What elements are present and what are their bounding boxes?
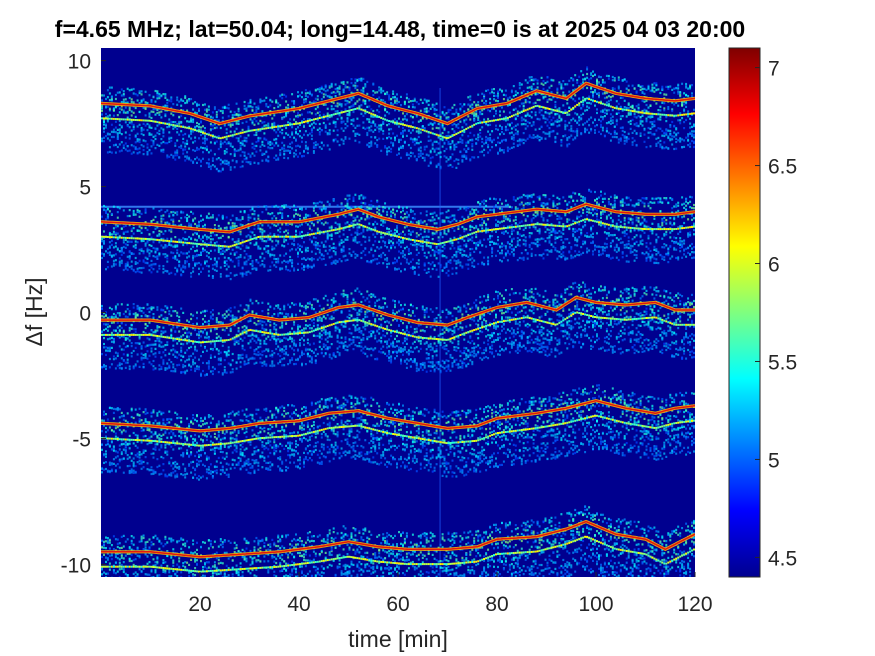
trace-ridge-core (101, 520, 695, 558)
y-tick-label: 10 (68, 51, 91, 74)
trace-ridge-core (101, 296, 695, 329)
x-tick-label: 20 (188, 593, 211, 616)
trace-ridge-core (101, 203, 695, 233)
trace-band (101, 66, 695, 173)
trace-ridge-core (101, 399, 695, 432)
y-tick-label: 5 (79, 177, 91, 200)
colorbar (728, 47, 761, 578)
colorbar-tick-label: 5.5 (768, 351, 797, 374)
trace-band (101, 188, 695, 281)
x-tick-label: 60 (386, 593, 409, 616)
colorbar-tick-label: 7 (768, 58, 780, 81)
y-tick-label: -10 (61, 554, 91, 577)
heatmap-layer (101, 66, 695, 577)
x-tick-label: 40 (287, 593, 310, 616)
colorbar-tick-label: 6 (768, 254, 780, 277)
y-tick-label: 0 (79, 303, 91, 326)
x-axis: 20 40 60 80 100 120 (188, 572, 713, 616)
colorbar-tick-label: 5 (768, 449, 780, 472)
trace-band (101, 384, 695, 481)
colorbar-ticks: 7 6.5 6 5.5 5 4.5 (755, 58, 797, 570)
trace-ridge-core (101, 82, 695, 125)
trace-band (101, 281, 695, 377)
x-tick-label: 80 (485, 593, 508, 616)
y-axis: 10 5 0 -5 -10 (61, 51, 106, 577)
x-tick-label: 120 (677, 593, 712, 616)
x-tick-label: 100 (578, 593, 613, 616)
y-tick-label: -5 (72, 428, 91, 451)
y-axis-label: Δf [Hz] (21, 277, 47, 346)
colorbar-tick-label: 4.5 (768, 547, 797, 570)
chart-title: f=4.65 MHz; lat=50.04; long=14.48, time=… (55, 16, 745, 42)
colorbar-tick-label: 6.5 (768, 156, 797, 179)
x-axis-label: time [min] (348, 626, 448, 652)
trace-band (101, 505, 695, 577)
